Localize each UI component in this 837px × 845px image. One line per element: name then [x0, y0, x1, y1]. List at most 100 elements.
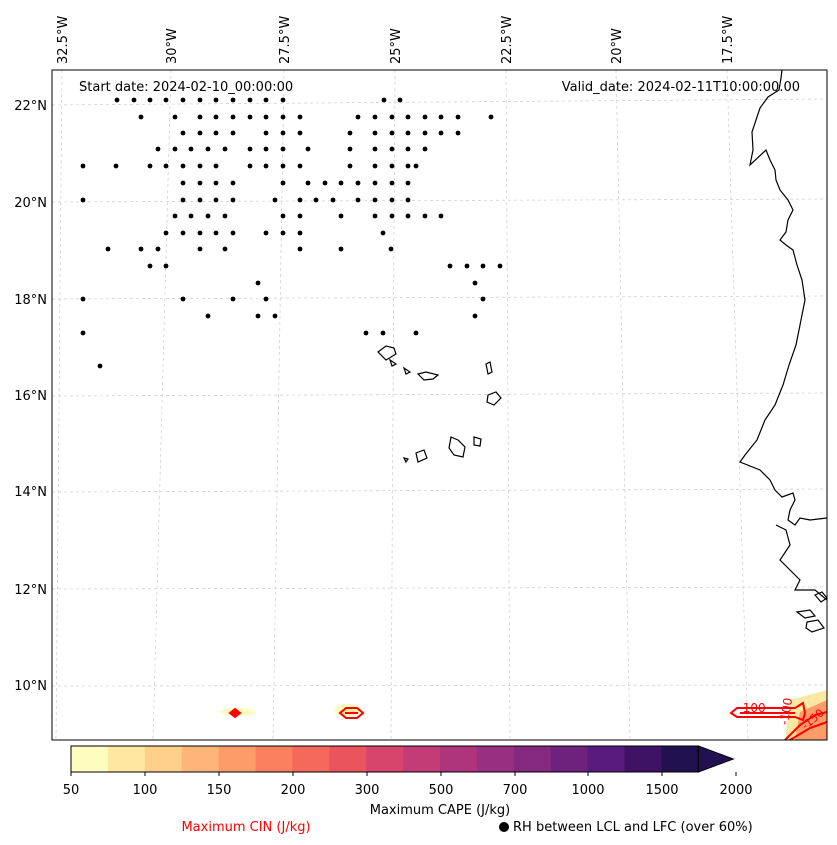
- rh-marker: [80, 197, 86, 203]
- rh-marker: [213, 197, 219, 203]
- africa-coastline: [739, 69, 828, 526]
- rh-marker: [230, 180, 236, 186]
- rh-marker: [80, 330, 86, 336]
- lon-label: 32.5°W: [56, 16, 71, 64]
- rh-marker: [297, 114, 303, 120]
- rh-marker: [172, 146, 178, 152]
- rh-marker: [413, 163, 419, 169]
- cin-contour-label: -100: [738, 701, 765, 715]
- cape-colorbar: [70, 745, 735, 773]
- colorbar-segment: [181, 746, 220, 772]
- rh-marker: [372, 163, 378, 169]
- rh-marker: [114, 97, 120, 103]
- rh-marker: [172, 213, 178, 219]
- colorbar-tick-label: 100: [133, 783, 158, 798]
- colorbar-tick-label: 150: [207, 783, 232, 798]
- colorbar-tick-label: 500: [429, 783, 454, 798]
- rh-marker: [355, 180, 361, 186]
- rh-marker: [422, 130, 428, 136]
- lat-label: 14°N: [14, 485, 47, 500]
- rh-marker: [230, 114, 236, 120]
- rh-marker: [263, 296, 269, 302]
- lat-label: 16°N: [14, 389, 47, 404]
- rh-marker: [213, 230, 219, 236]
- rh-marker: [80, 163, 86, 169]
- rh-marker: [188, 146, 194, 152]
- rh-marker: [380, 230, 386, 236]
- rh-marker: [197, 163, 203, 169]
- rh-marker: [405, 114, 411, 120]
- rh-marker: [230, 197, 236, 203]
- colorbar-tick-label: 1000: [571, 783, 604, 798]
- rh-marker: [438, 130, 444, 136]
- rh-marker: [488, 114, 494, 120]
- coastline: [739, 69, 828, 633]
- rh-marker: [280, 163, 286, 169]
- rh-marker: [205, 313, 211, 319]
- rh-marker: [163, 97, 169, 103]
- rh-marker: [381, 97, 387, 103]
- rh-marker: [372, 146, 378, 152]
- colorbar-segment: [513, 746, 552, 772]
- rh-marker: [263, 230, 269, 236]
- lat-label: 10°N: [14, 679, 47, 694]
- rh-marker: [413, 330, 419, 336]
- rh-marker: [405, 130, 411, 136]
- rh-marker: [263, 114, 269, 120]
- colorbar-segment: [366, 746, 404, 772]
- rh-marker: [405, 146, 411, 152]
- rh-marker: [438, 213, 444, 219]
- rh-legend-dot-icon: [499, 822, 509, 832]
- rh-marker: [380, 330, 386, 336]
- rh-marker: [163, 230, 169, 236]
- rh-marker: [322, 180, 328, 186]
- rh-marker: [163, 163, 169, 169]
- rh-marker: [197, 197, 203, 203]
- colorbar-tick-label: 2000: [719, 783, 752, 798]
- rh-marker: [397, 97, 403, 103]
- rh-marker: [197, 246, 203, 252]
- rh-marker: [180, 296, 186, 302]
- rh-marker: [213, 180, 219, 186]
- colorbar-segment: [476, 746, 515, 772]
- rh-marker: [313, 197, 319, 203]
- rh-marker: [263, 163, 269, 169]
- rh-marker: [80, 296, 86, 302]
- rh-marker: [389, 163, 395, 169]
- rh-marker: [347, 163, 353, 169]
- cin-legend-label: Maximum CIN (J/kg): [181, 820, 310, 835]
- rh-marker: [347, 130, 353, 136]
- rh-marker: [305, 146, 311, 152]
- rh-marker: [272, 313, 278, 319]
- longitude-labels: 32.5°W 30°W 27.5°W 25°W 22.5°W 20°W 17.5…: [56, 16, 736, 64]
- rh-marker: [147, 263, 153, 269]
- rh-marker: [172, 114, 178, 120]
- rh-marker: [131, 97, 137, 103]
- rh-marker: [213, 130, 219, 136]
- rh-marker: [255, 313, 261, 319]
- rh-marker: [180, 180, 186, 186]
- rh-marker: [363, 330, 369, 336]
- valid-date: Valid_date: 2024-02-11T10:00:00.00: [562, 80, 800, 95]
- colorbar-segment: [255, 746, 293, 772]
- colorbar-tick-label: 50: [63, 783, 80, 798]
- rh-marker: [347, 146, 353, 152]
- rh-marker: [455, 130, 461, 136]
- guinea-bissau-coastline: [775, 524, 828, 601]
- rh-marker: [180, 97, 186, 103]
- colorbar-segment: [624, 746, 662, 772]
- rh-marker: [205, 146, 211, 152]
- lon-label: 30°W: [165, 28, 180, 64]
- rh-marker: [389, 114, 395, 120]
- rh-marker: [297, 246, 303, 252]
- cape-verde-islands: [377, 345, 502, 464]
- rh-marker: [105, 246, 111, 252]
- rh-marker: [213, 97, 219, 103]
- rh-marker: [155, 246, 161, 252]
- colorbar-ticks: [70, 772, 737, 776]
- lat-label: 20°N: [14, 196, 47, 211]
- rh-marker: [405, 197, 411, 203]
- rh-marker: [280, 130, 286, 136]
- rh-marker: [372, 197, 378, 203]
- lon-label: 20°W: [610, 28, 625, 64]
